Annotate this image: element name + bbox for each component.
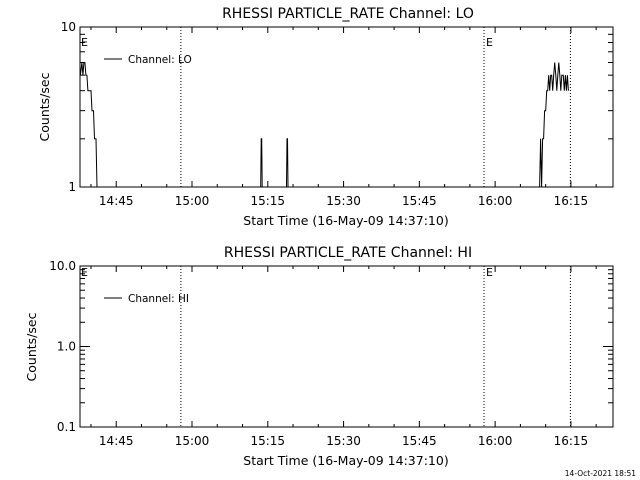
chart-hi-y-tick-label: 10.0	[49, 259, 76, 273]
chart-hi-x-tick-label: 16:15	[554, 434, 589, 448]
chart-hi-y-tick-label: 0.1	[57, 420, 76, 434]
chart-hi-event-lines: E	[180, 266, 571, 427]
chart-lo: RHESSI PARTICLE_RATE Channel: LO E 14:45…	[37, 6, 614, 228]
chart-hi-x-tick-label: 15:15	[250, 434, 285, 448]
chart-lo-x-ticks: 14:45 15:00 15:15 15:30 15:45 16:00 16:15	[90, 27, 597, 208]
chart-hi: RHESSI PARTICLE_RATE Channel: HI E 14:45…	[24, 245, 614, 468]
chart-hi-legend-label: Channel: HI	[128, 293, 189, 305]
chart-lo-left-edge-label: E	[81, 36, 88, 49]
chart-lo-series-line	[79, 62, 569, 188]
chart-hi-plot-frame	[79, 265, 614, 428]
chart-lo-y-axis-label: Counts/sec	[37, 72, 52, 141]
chart-hi-legend: Channel: HI	[104, 293, 189, 305]
chart-hi-y-tick-label: 1.0	[57, 340, 76, 354]
chart-lo-x-tick-label: 14:45	[99, 194, 134, 208]
chart-lo-x-axis-label: Start Time (16-May-09 14:37:10)	[243, 213, 448, 228]
chart-lo-plot-frame	[79, 26, 614, 188]
chart-hi-x-tick-label: 15:45	[402, 434, 437, 448]
chart-lo-event-label: E	[486, 36, 493, 49]
chart-lo-x-tick-label: 16:00	[478, 194, 513, 208]
chart-hi-x-ticks: 14:45 15:00 15:15 15:30 15:45 16:00 16:15	[90, 266, 597, 448]
chart-hi-x-tick-label: 14:45	[99, 434, 134, 448]
chart-lo-event-lines: E	[180, 27, 571, 187]
chart-hi-x-tick-label: 15:30	[326, 434, 361, 448]
chart-hi-title: RHESSI PARTICLE_RATE Channel: HI	[224, 245, 472, 261]
chart-lo-title: RHESSI PARTICLE_RATE Channel: LO	[222, 6, 474, 22]
chart-lo-x-tick-label: 15:15	[250, 194, 285, 208]
chart-lo-x-tick-label: 15:00	[175, 194, 210, 208]
chart-hi-left-edge-label: E	[81, 266, 88, 279]
chart-lo-y-tick-label: 1	[68, 180, 76, 194]
footer-timestamp: 14-Oct-2021 18:51	[565, 469, 636, 478]
chart-hi-y-axis-label: Counts/sec	[24, 312, 39, 381]
chart-lo-y-tick-label: 10	[61, 20, 76, 34]
chart-hi-x-tick-label: 15:00	[175, 434, 210, 448]
chart-hi-event-label: E	[486, 266, 493, 279]
chart-hi-x-tick-label: 16:00	[478, 434, 513, 448]
chart-lo-x-tick-label: 15:30	[326, 194, 361, 208]
chart-lo-y-ticks: 1 10	[61, 20, 613, 194]
chart-hi-y-ticks: 0.1 1.0 10.0	[49, 259, 613, 434]
chart-lo-legend: Channel: LO	[104, 54, 192, 66]
chart-lo-x-tick-label: 16:15	[554, 194, 589, 208]
chart-lo-x-tick-label: 15:45	[402, 194, 437, 208]
chart-lo-legend-label: Channel: LO	[128, 54, 192, 66]
chart-hi-x-axis-label: Start Time (16-May-09 14:37:10)	[243, 453, 448, 468]
